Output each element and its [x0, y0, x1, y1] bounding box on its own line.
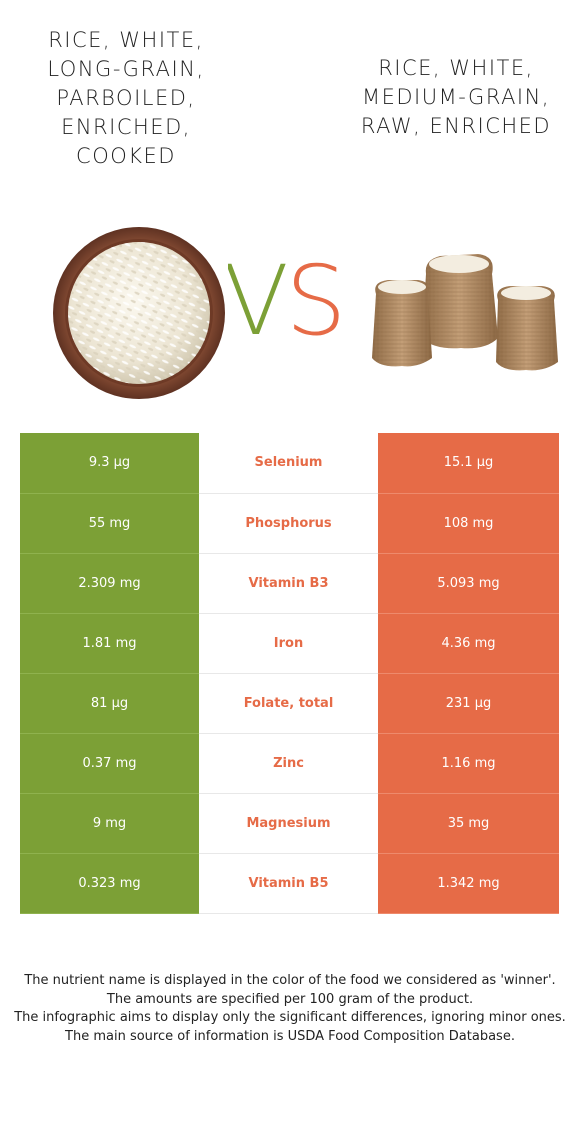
table-row: 0.37 mg Zinc 1.16 mg	[20, 733, 559, 794]
table-row: 2.309 mg Vitamin B3 5.093 mg	[20, 553, 559, 614]
right-value-cell: 5.093 mg	[378, 553, 559, 614]
left-value-cell: 2.309 mg	[20, 553, 199, 614]
table-row: 9 mg Magnesium 35 mg	[20, 793, 559, 854]
right-value-cell: 15.1 µg	[378, 433, 559, 494]
right-value-cell: 108 mg	[378, 493, 559, 554]
nutrient-name-cell: Iron	[199, 613, 378, 674]
table-row: 81 µg Folate, total 231 µg	[20, 673, 559, 734]
right-value-cell: 1.16 mg	[378, 733, 559, 794]
footer-note-winner: The nutrient name is displayed in the co…	[24, 973, 556, 988]
left-value-cell: 9.3 µg	[20, 433, 199, 494]
table-row: 0.323 mg Vitamin B5 1.342 mg	[20, 853, 559, 914]
nutrient-name-cell: Phosphorus	[199, 493, 378, 554]
right-value-cell: 4.36 mg	[378, 613, 559, 674]
right-food-title: RICE, WHITE, MEDIUM-GRAIN, RAW, ENRICHED	[360, 56, 552, 138]
nutrient-name-cell: Vitamin B5	[199, 853, 378, 914]
vs-label: V S	[223, 245, 352, 357]
left-value-cell: 9 mg	[20, 793, 199, 854]
footer-note-aims: The infographic aims to display only the…	[14, 1010, 566, 1025]
nutrient-name-cell: Zinc	[199, 733, 378, 794]
table-row: 55 mg Phosphorus 108 mg	[20, 493, 559, 554]
right-value-cell: 231 µg	[378, 673, 559, 734]
left-value-cell: 1.81 mg	[20, 613, 199, 674]
rice-bowl-image	[52, 226, 226, 400]
rice-sacks-image	[366, 242, 564, 378]
left-value-cell: 0.323 mg	[20, 853, 199, 914]
table-row: 9.3 µg Selenium 15.1 µg	[20, 433, 559, 494]
nutrient-name-cell: Selenium	[199, 433, 378, 494]
nutrient-comparison-table: 9.3 µg Selenium 15.1 µg 55 mg Phosphorus 108 …	[20, 433, 559, 914]
left-value-cell: 55 mg	[20, 493, 199, 554]
left-value-cell: 0.37 mg	[20, 733, 199, 794]
table-row: 1.81 mg Iron 4.36 mg	[20, 613, 559, 674]
left-value-cell: 81 µg	[20, 673, 199, 734]
nutrient-name-cell: Vitamin B3	[199, 553, 378, 614]
right-value-cell: 1.342 mg	[378, 853, 559, 914]
left-food-title: RICE, WHITE, LONG-GRAIN, PARBOILED, ENRI…	[47, 28, 205, 168]
right-value-cell: 35 mg	[378, 793, 559, 854]
vs-s-letter: S	[286, 250, 347, 350]
footer-notes: The nutrient name is displayed in the co…	[14, 972, 566, 1046]
footer-note-amounts: The amounts are specified per 100 gram o…	[106, 991, 474, 1007]
nutrient-name-cell: Folate, total	[199, 673, 378, 734]
footer-note-source: The main source of information is USDA F…	[65, 1028, 515, 1044]
vs-v-letter: V	[228, 250, 289, 350]
nutrient-name-cell: Magnesium	[199, 793, 378, 854]
